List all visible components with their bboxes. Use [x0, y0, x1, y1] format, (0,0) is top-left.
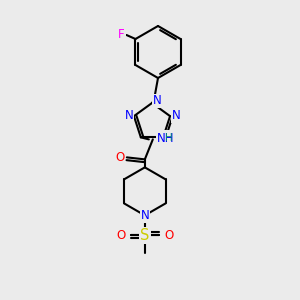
Text: O: O	[116, 229, 125, 242]
Text: S: S	[140, 228, 149, 243]
Text: N: N	[124, 109, 133, 122]
Text: N: N	[172, 109, 180, 122]
Text: N: N	[140, 209, 149, 222]
Text: N: N	[165, 131, 173, 144]
Text: F: F	[118, 28, 125, 41]
Text: O: O	[115, 151, 124, 164]
Text: H: H	[165, 134, 172, 143]
Text: NH: NH	[157, 132, 174, 145]
Text: O: O	[164, 229, 173, 242]
Text: N: N	[153, 94, 161, 107]
